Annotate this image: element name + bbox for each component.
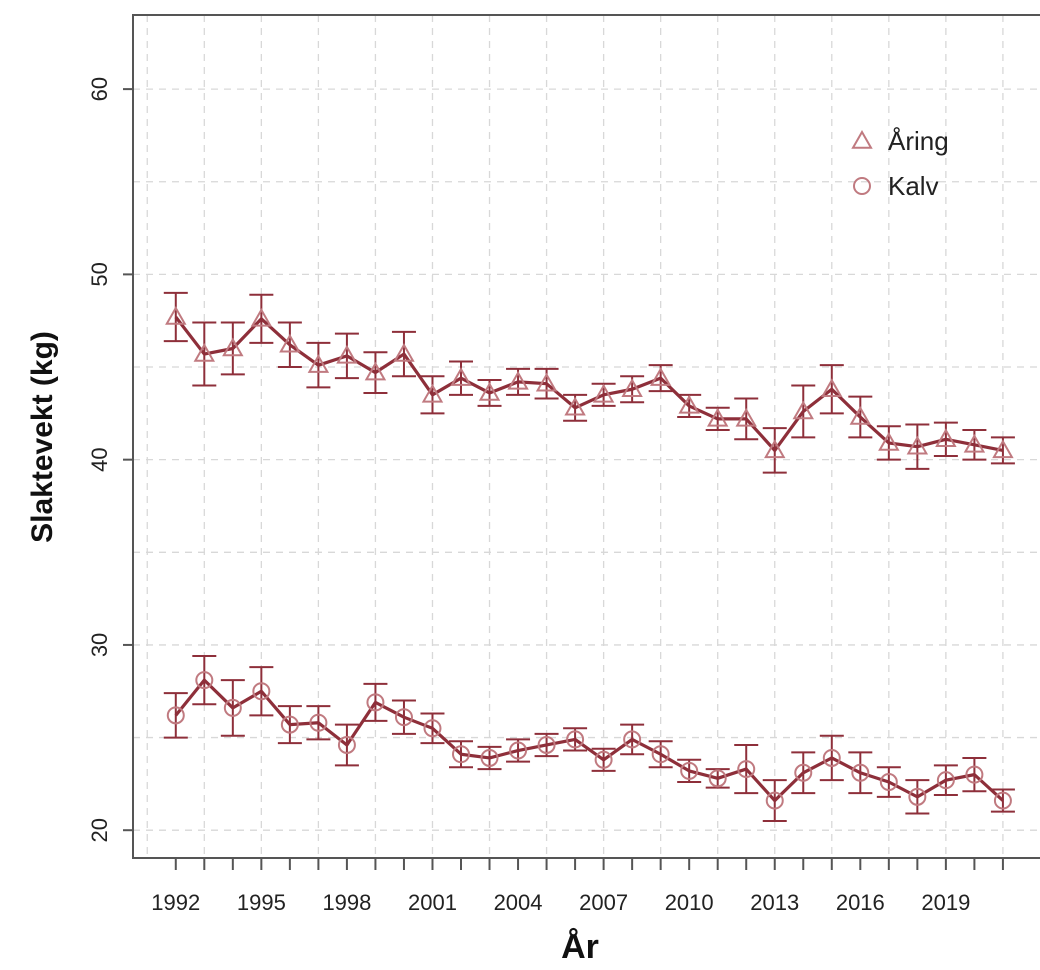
data-point bbox=[935, 428, 957, 448]
x-tick-label: 2019 bbox=[921, 890, 970, 915]
data-point bbox=[963, 433, 986, 453]
data-point bbox=[821, 378, 843, 398]
data-point bbox=[851, 763, 870, 782]
data-point bbox=[279, 333, 301, 353]
y-tick-label: 20 bbox=[87, 818, 112, 842]
data-point bbox=[621, 378, 643, 398]
data-point bbox=[366, 693, 385, 712]
data-point bbox=[535, 372, 558, 392]
data-point bbox=[337, 735, 356, 754]
x-tick-label: 2004 bbox=[494, 890, 543, 915]
data-point bbox=[309, 713, 328, 732]
x-tick-label: 1998 bbox=[322, 890, 371, 915]
data-point bbox=[879, 773, 898, 792]
data-point bbox=[478, 381, 501, 401]
data-point bbox=[165, 305, 187, 325]
y-tick-label: 40 bbox=[87, 447, 112, 471]
data-point bbox=[680, 761, 699, 780]
y-tick-label: 30 bbox=[87, 633, 112, 657]
data-point bbox=[452, 745, 471, 764]
data-point bbox=[936, 771, 955, 790]
data-point bbox=[735, 407, 757, 427]
y-tick-label: 50 bbox=[87, 262, 112, 286]
data-point bbox=[737, 760, 756, 779]
data-point bbox=[765, 791, 784, 810]
data-point bbox=[992, 439, 1014, 459]
data-point bbox=[906, 435, 929, 455]
data-point bbox=[792, 400, 814, 420]
x-tick-label: 2013 bbox=[750, 890, 799, 915]
x-tick-label: 2007 bbox=[579, 890, 628, 915]
data-point bbox=[537, 735, 556, 754]
data-point bbox=[509, 741, 528, 760]
data-point bbox=[222, 337, 244, 357]
legend-marker bbox=[851, 129, 873, 149]
data-point bbox=[623, 730, 642, 749]
data-point bbox=[651, 745, 670, 764]
data-point bbox=[564, 396, 586, 416]
series-line bbox=[174, 316, 1004, 452]
legend: Åring Kalv bbox=[851, 126, 949, 201]
y-axis-title: Slaktevekt (kg) bbox=[26, 331, 59, 543]
data-point bbox=[423, 719, 442, 738]
data-point bbox=[764, 439, 786, 459]
data-point bbox=[252, 682, 271, 701]
data-point bbox=[708, 769, 727, 788]
data-point bbox=[794, 763, 813, 782]
plot-frame bbox=[132, 14, 1040, 859]
series-kalv bbox=[163, 655, 1015, 822]
data-point bbox=[678, 394, 700, 414]
data-point bbox=[822, 748, 841, 767]
data-point bbox=[965, 765, 984, 784]
data-point bbox=[364, 361, 387, 381]
data-point bbox=[336, 344, 358, 364]
data-point bbox=[280, 715, 299, 734]
data-point bbox=[908, 787, 927, 806]
x-tick-label: 2001 bbox=[408, 890, 457, 915]
data-point bbox=[706, 407, 729, 427]
data-point bbox=[566, 730, 585, 749]
data-point bbox=[592, 383, 615, 403]
data-point bbox=[878, 431, 900, 451]
data-point bbox=[649, 367, 672, 386]
data-point bbox=[480, 748, 499, 767]
legend-label: Kalv bbox=[888, 171, 939, 201]
data-point bbox=[594, 750, 613, 769]
legend-label: Åring bbox=[888, 126, 949, 156]
x-tick-label: 2010 bbox=[665, 890, 714, 915]
data-point bbox=[307, 354, 330, 373]
data-point bbox=[993, 791, 1012, 810]
x-tick-label: 1992 bbox=[151, 890, 200, 915]
y-tick-label: 60 bbox=[87, 77, 112, 101]
data-point bbox=[421, 383, 444, 403]
x-axis: 1992 1995 1998 2001 2004 2007 2010 2013 2016 2019 bbox=[151, 858, 1004, 915]
series-line bbox=[174, 678, 1004, 803]
data-point bbox=[223, 698, 242, 717]
x-axis-title: År bbox=[561, 928, 599, 966]
x-tick-label: 2016 bbox=[836, 890, 885, 915]
series-layer bbox=[163, 291, 1015, 822]
legend-marker bbox=[853, 177, 871, 195]
y-axis: 20 30 40 50 60 bbox=[87, 77, 133, 842]
data-point bbox=[849, 406, 872, 425]
data-point bbox=[507, 370, 529, 390]
data-point bbox=[450, 367, 472, 386]
series-aring bbox=[163, 291, 1015, 474]
x-tick-label: 1995 bbox=[237, 890, 286, 915]
data-point bbox=[394, 708, 413, 727]
data-point bbox=[195, 671, 214, 690]
data-point bbox=[193, 343, 216, 362]
data-point bbox=[250, 307, 273, 327]
data-point bbox=[166, 706, 185, 725]
data-point bbox=[393, 343, 415, 362]
